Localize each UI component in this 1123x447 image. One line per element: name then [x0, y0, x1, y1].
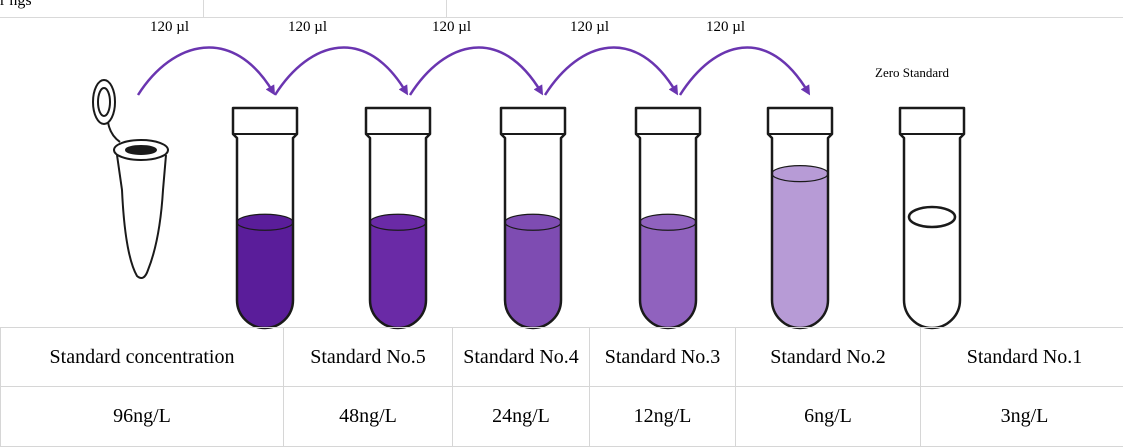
tube-liquid [505, 222, 561, 328]
table-header-row: Standard concentration Standard No.5 Sta… [0, 327, 1123, 387]
liquid-surface [907, 205, 957, 229]
header-cell: Standard No.1 [920, 327, 1123, 387]
liquid-surface [504, 213, 562, 231]
transfer-volume-label: 120 µl [150, 19, 189, 35]
tube-outline [766, 106, 834, 330]
test-tube [634, 106, 702, 330]
tube-outline [499, 106, 567, 330]
tube-outline [634, 106, 702, 330]
liquid-surface [771, 165, 829, 183]
transfer-arrow [678, 46, 811, 96]
test-tube [499, 106, 567, 330]
tube-outline [364, 106, 432, 330]
tube-outline [231, 106, 299, 330]
header-cell: Standard No.4 [452, 327, 590, 387]
value-cell: 6ng/L [735, 386, 921, 447]
liquid-surface [236, 213, 294, 231]
transfer-arrow [543, 46, 679, 96]
standards-table: Standard concentration Standard No.5 Sta… [0, 327, 1123, 447]
header-cell: Standard concentration [0, 327, 284, 387]
liquid-surface [639, 213, 697, 231]
header-cell: Standard No.3 [589, 327, 736, 387]
transfer-arrow [273, 46, 409, 96]
value-cell: 3ng/L [920, 386, 1123, 447]
value-cell: 24ng/L [452, 386, 590, 447]
zero-standard-label: Zero Standard [875, 65, 950, 80]
tube-liquid [237, 222, 293, 328]
serial-dilution-diagram: 120 µl 120 µl 120 µl 120 µl 120 µl Zero Stan… [92, 19, 966, 330]
liquid-surface [369, 213, 427, 231]
transfer-volume-label: 120 µl [288, 19, 327, 35]
tube-liquid [370, 222, 426, 328]
value-cell: 48ng/L [283, 386, 453, 447]
stock-tube-icon [92, 79, 169, 279]
tube-outline [898, 106, 966, 330]
test-tube [898, 106, 966, 330]
test-tube [766, 106, 834, 330]
header-cell: Standard No.2 [735, 327, 921, 387]
transfer-arrow [136, 46, 276, 96]
header-cell: Standard No.5 [283, 327, 453, 387]
transfer-volume-label: 120 µl [432, 19, 471, 35]
table-value-row: 96ng/L 48ng/L 24ng/L 12ng/L 6ng/L 3ng/L [0, 386, 1123, 447]
tube-liquid [772, 173, 828, 328]
transfer-volume-label: 120 µl [706, 19, 745, 35]
top-fragment-text: r ngs [0, 0, 32, 9]
value-cell: 96ng/L [0, 386, 284, 447]
transfer-volume-label: 120 µl [570, 19, 609, 35]
transfer-arrow [408, 46, 544, 96]
test-tube [231, 106, 299, 330]
value-cell: 12ng/L [589, 386, 736, 447]
test-tube [364, 106, 432, 330]
tube-liquid [640, 222, 696, 328]
top-table-fragment: r ngs [0, 0, 1123, 18]
